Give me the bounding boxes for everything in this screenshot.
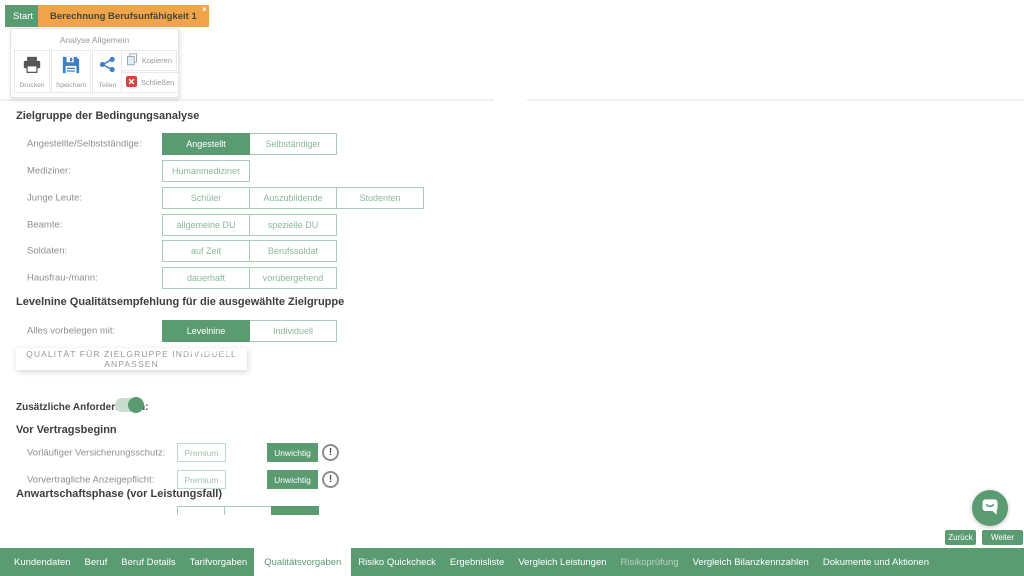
segmented-control	[177, 506, 319, 515]
additional-requirements-label: Zusätzliche Anforderungen:	[16, 402, 149, 413]
row-label: Alles vorbelegen mit:	[27, 325, 116, 337]
footer-item-vergleich-bilanzkennzahlen[interactable]: Vergleich Bilanzkennzahlen	[692, 556, 809, 568]
segment[interactable]	[177, 506, 225, 515]
exclamation-icon: !	[322, 444, 339, 461]
footer-item-vergleich-leistungen[interactable]: Vergleich Leistungen	[518, 556, 607, 568]
close-label: Schließen	[141, 78, 175, 87]
row-label: Mediziner:	[27, 165, 71, 177]
printer-icon	[22, 56, 42, 77]
tab-close-icon[interactable]: ×	[202, 5, 207, 14]
row-label: Vorvertragliche Anzeigepflicht:	[27, 474, 155, 485]
divider-left	[0, 99, 494, 101]
exclamation-icon: !	[322, 471, 339, 488]
share-button[interactable]: Teilen	[92, 50, 123, 93]
segment-angestellt[interactable]: Angestellt	[162, 133, 250, 155]
back-button[interactable]: Zurück	[945, 530, 976, 545]
row-junge-leute: Junge Leute: Schüler Auszubildende Stude…	[0, 187, 470, 209]
close-icon	[126, 76, 137, 89]
row-label: Angestellte/Selbstständige:	[27, 138, 142, 150]
copy-label: Kopieren	[142, 56, 173, 65]
segmented-control: allgemeine DU spezielle DU	[162, 214, 337, 236]
floppy-disk-icon	[62, 56, 80, 77]
segment-studenten[interactable]: Studenten	[336, 187, 424, 209]
premium-button[interactable]: Premium	[177, 443, 226, 462]
next-button[interactable]: Weiter	[982, 530, 1023, 545]
footer-item-dokumente-und-aktionen[interactable]: Dokumente und Aktionen	[822, 556, 929, 568]
footer-item-beruf[interactable]: Beruf	[84, 556, 108, 568]
row-angestellte: Angestellte/Selbstständige: Angestellt S…	[0, 133, 470, 155]
partial-segmented-row	[177, 506, 320, 515]
segmented-control: Levelnine Empfehlung Individuell	[162, 320, 337, 356]
row-vorbelegen: Alles vorbelegen mit: Levelnine Empfehlu…	[0, 320, 470, 356]
segment[interactable]	[271, 506, 319, 515]
premium-button[interactable]: Premium	[177, 470, 226, 489]
segment-dauerhaft[interactable]: dauerhaft	[162, 267, 250, 289]
footer-item-ergebnisliste[interactable]: Ergebnisliste	[449, 556, 505, 568]
waiting-phase-heading: Anwartschaftsphase (vor Leistungsfall)	[16, 488, 222, 500]
save-label: Speichern	[55, 82, 87, 89]
adjust-quality-button[interactable]: QUALITÄT FÜR ZIELGRUPPE INDIVIDUELL ANPA…	[16, 348, 247, 370]
segmented-control: auf Zeit Berufssoldat	[162, 240, 337, 262]
tab-start[interactable]: Start	[5, 5, 42, 27]
copy-button[interactable]: Kopieren	[121, 50, 178, 71]
segment-allgemeine-du[interactable]: allgemeine DU	[162, 214, 250, 236]
segment-auf-zeit[interactable]: auf Zeit	[162, 240, 250, 262]
segment-berufssoldat[interactable]: Berufssoldat	[249, 240, 337, 262]
segmented-control: Angestellt Selbständiger	[162, 133, 337, 155]
footer-item-risiko-quickcheck[interactable]: Risiko Quickcheck	[358, 556, 436, 568]
analyse-allgemein-panel: Analyse Allgemein Drucken	[10, 28, 180, 98]
segment-voruebergehend[interactable]: vorübergehend	[249, 267, 337, 289]
segment-schueler[interactable]: Schüler	[162, 187, 250, 209]
unwichtig-button[interactable]: Unwichtig	[267, 443, 318, 462]
segment-selbstaendiger[interactable]: Selbständiger	[249, 133, 337, 155]
row-anzeigepflicht: Vorvertragliche Anzeigepflicht: Premium …	[0, 470, 470, 489]
footer-item-tarifvorgaben[interactable]: Tarifvorgaben	[189, 556, 248, 568]
panel-title: Analyse Allgemein	[59, 35, 130, 45]
segmented-control: Humanmediziner	[162, 160, 250, 182]
row-beamte: Beamte: allgemeine DU spezielle DU	[0, 214, 470, 236]
before-contract-heading: Vor Vertragsbeginn	[16, 424, 117, 436]
footer-item-risikopruefung: Risikoprüfung	[620, 556, 679, 568]
additional-requirements-toggle[interactable]	[115, 397, 144, 413]
footer-item-qualitaetsvorgaben[interactable]: Qualitätsvorgaben	[254, 548, 352, 576]
toggle-knob	[128, 397, 144, 413]
footer-item-kundendaten[interactable]: Kundendaten	[14, 556, 71, 568]
tab-calculation[interactable]: Berechnung Berufsunfähigkeit 1 ×	[38, 5, 209, 27]
close-button[interactable]: Schließen	[121, 72, 180, 93]
footer-nav: Kundendaten Beruf Beruf Details Tarifvor…	[0, 548, 1024, 576]
row-label: Soldaten:	[27, 245, 68, 257]
print-button[interactable]: Drucken	[14, 50, 50, 93]
quality-heading: Levelnine Qualitätsempfehlung für die au…	[16, 296, 345, 308]
row-label: Vorläufiger Versicherungsschutz:	[27, 447, 166, 458]
print-label: Drucken	[19, 82, 45, 89]
row-soldaten: Soldaten: auf Zeit Berufssoldat	[0, 240, 470, 262]
unwichtig-button[interactable]: Unwichtig	[267, 470, 318, 489]
segment-levelnine-empfehlung[interactable]: Levelnine Empfehlung	[162, 320, 250, 356]
row-label: Beamte:	[27, 219, 63, 231]
segment[interactable]	[224, 506, 272, 515]
chat-fab-button[interactable]	[972, 490, 1008, 526]
divider-right	[527, 99, 1024, 101]
footer-item-beruf-details[interactable]: Beruf Details	[121, 556, 176, 568]
share-icon	[99, 56, 116, 76]
segment-spezielle-du[interactable]: spezielle DU	[249, 214, 337, 236]
segmented-control: dauerhaft vorübergehend	[162, 267, 337, 289]
row-label: Junge Leute:	[27, 192, 82, 204]
row-hausfrau: Hausfrau-/mann: dauerhaft vorübergehend	[0, 267, 470, 289]
share-label: Teilen	[98, 82, 117, 89]
save-button[interactable]: Speichern	[51, 50, 91, 93]
target-group-heading: Zielgruppe der Bedingungsanalyse	[16, 110, 200, 122]
tab-calculation-label: Berechnung Berufsunfähigkeit 1	[50, 10, 197, 22]
segment-auszubildende[interactable]: Auszubildende	[249, 187, 337, 209]
row-label: Hausfrau-/mann:	[27, 272, 98, 284]
chat-bubble-icon	[980, 496, 1000, 521]
segmented-control: Schüler Auszubildende Studenten	[162, 187, 424, 209]
segment-humanmediziner[interactable]: Humanmediziner	[162, 160, 250, 182]
segment-individuell[interactable]: Individuell	[249, 320, 337, 342]
row-versicherungsschutz: Vorläufiger Versicherungsschutz: Premium…	[0, 443, 470, 462]
row-mediziner: Mediziner: Humanmediziner	[0, 160, 470, 182]
copy-icon	[126, 53, 138, 68]
